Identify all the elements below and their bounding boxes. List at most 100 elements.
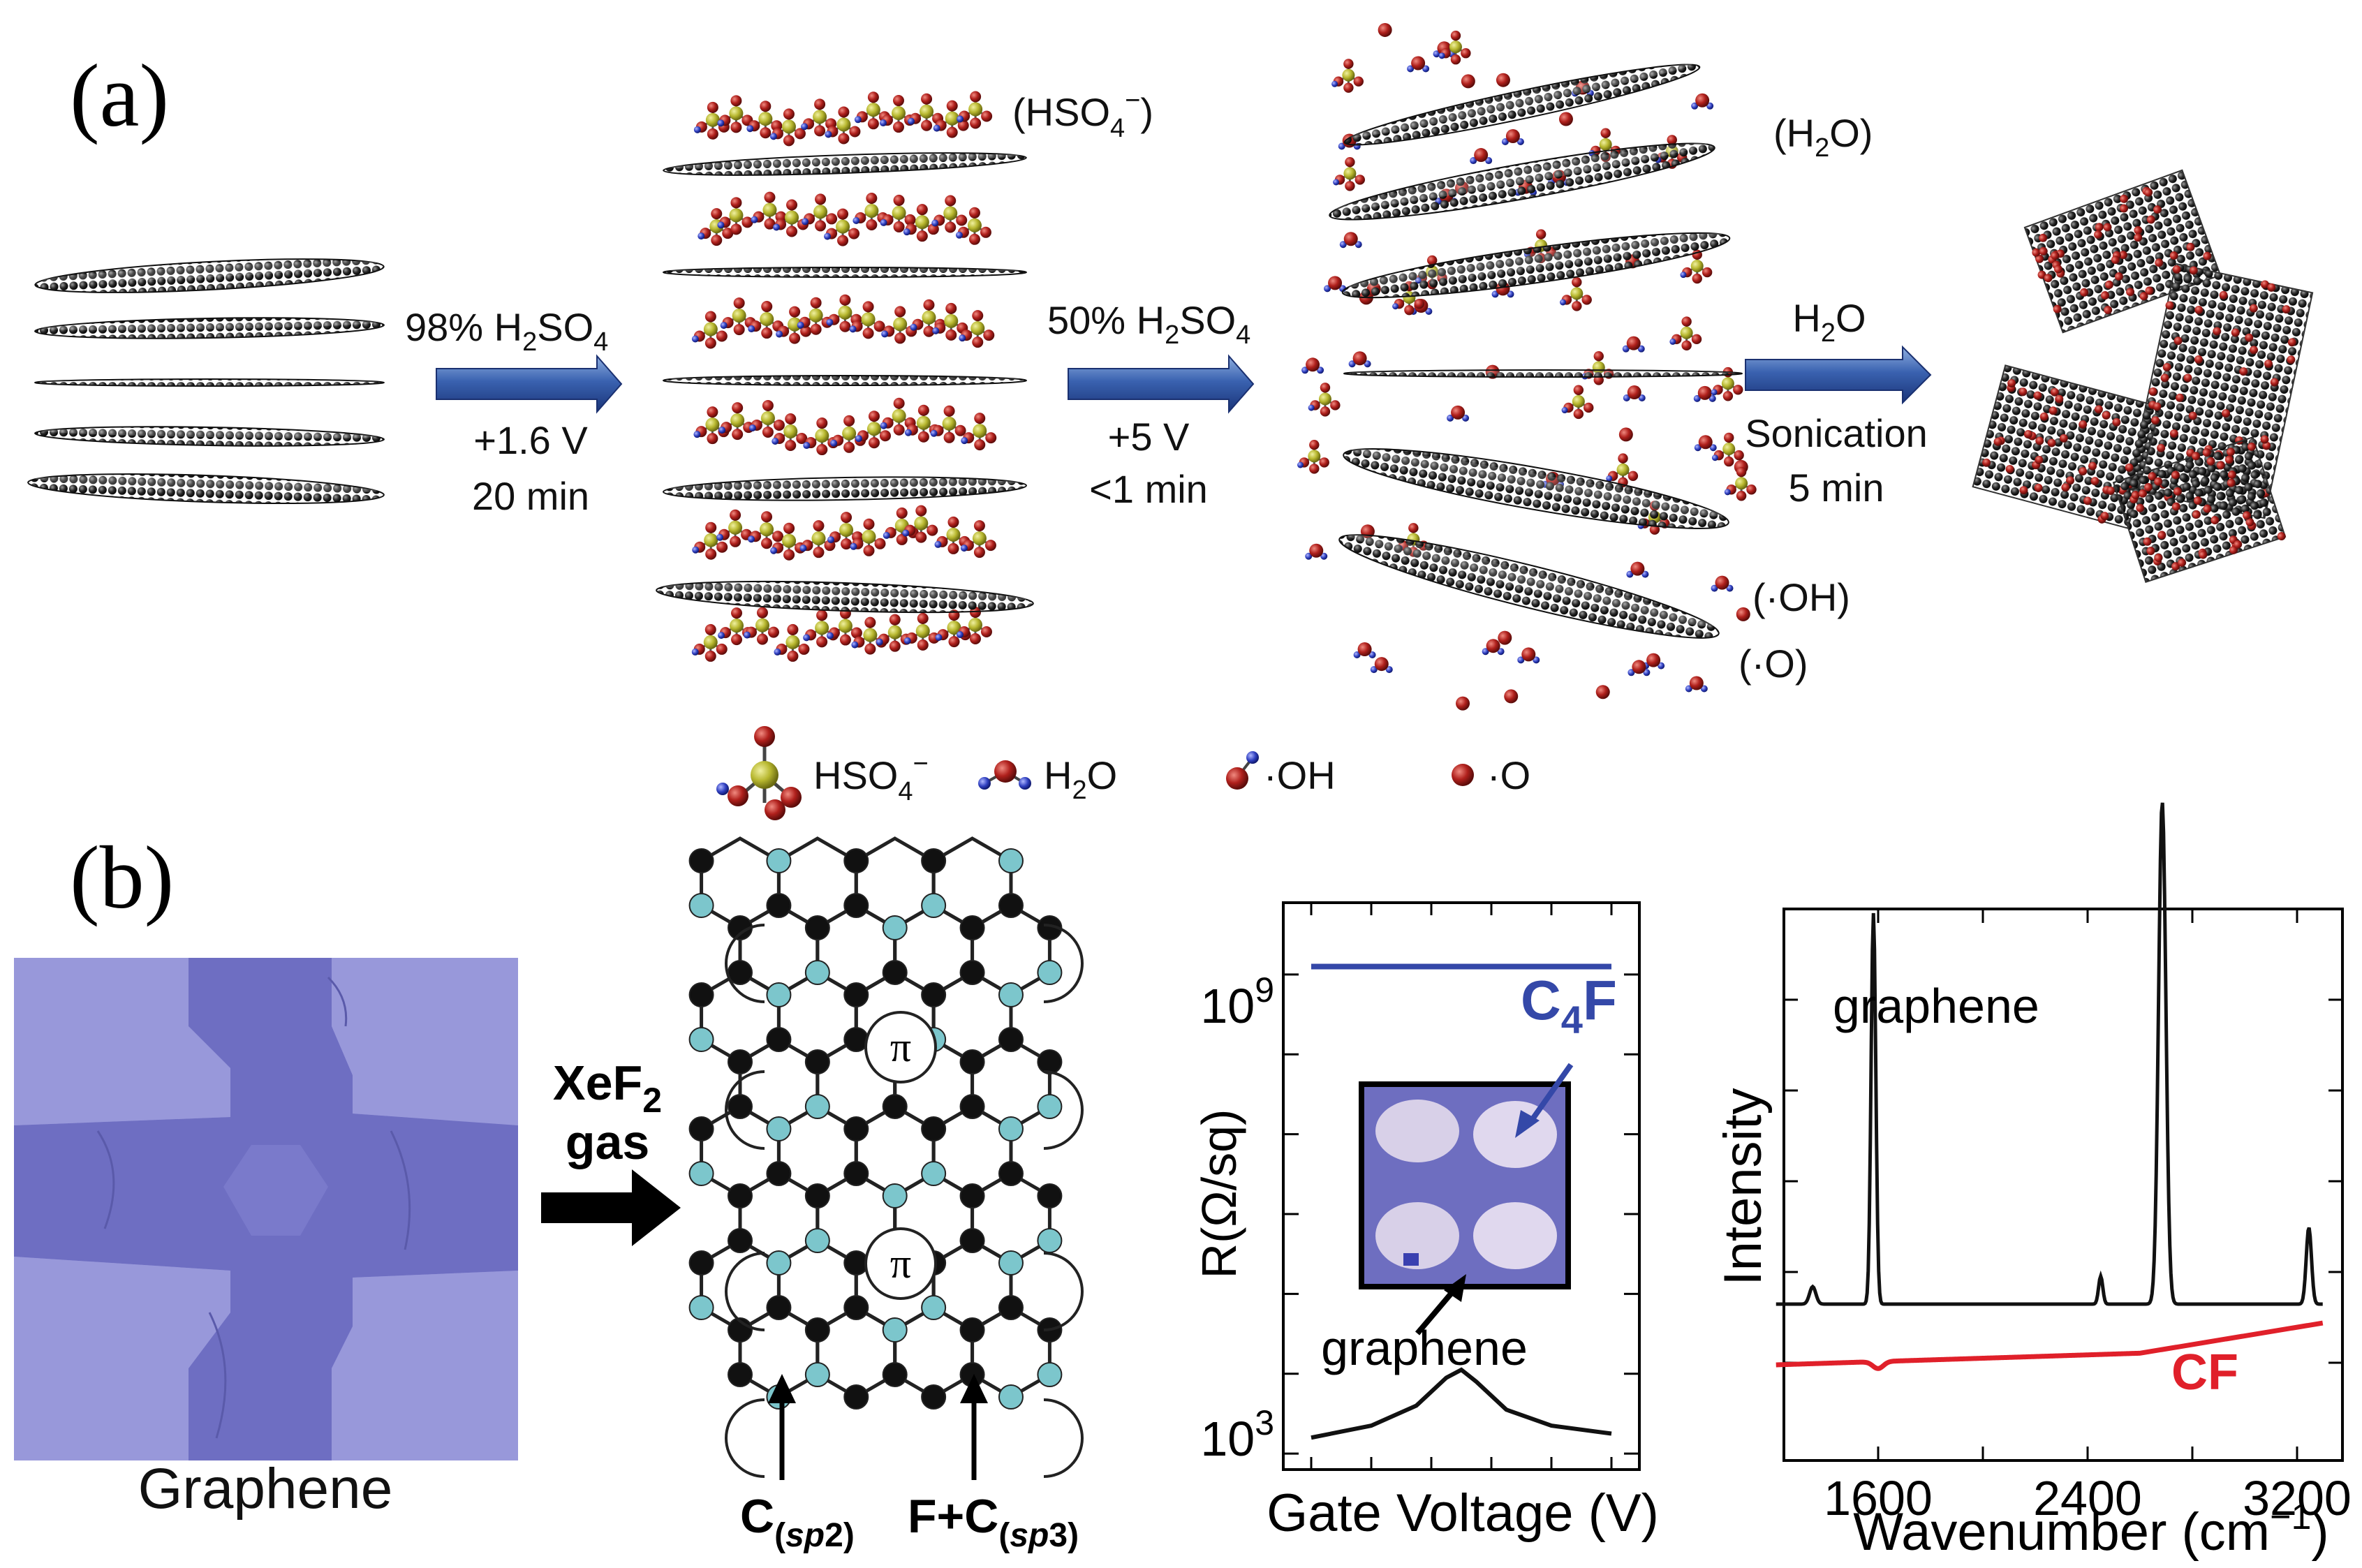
hso4-molecule — [751, 191, 787, 230]
xef2-label: XeF2 gas — [553, 1056, 662, 1169]
oxygen-atom — [1456, 696, 1470, 711]
fluorine-atom — [882, 1317, 908, 1343]
h2o-legend-icon — [978, 760, 1031, 790]
fluorine-atom — [1037, 1362, 1063, 1387]
hso4-molecule — [959, 310, 995, 348]
water-molecule — [1447, 405, 1470, 422]
raman-xlabel: Wavenumber (cm−1) — [1853, 1497, 2328, 1562]
carbon-atom — [959, 1049, 985, 1074]
edge-arc — [1043, 924, 1084, 1003]
carbon-atom — [998, 1027, 1024, 1052]
carbon-atom — [921, 982, 947, 1007]
fluorine-atom — [688, 893, 714, 918]
fluorine-atom — [998, 1250, 1024, 1275]
graphene-sheet — [34, 317, 385, 339]
hso4-molecule — [903, 612, 940, 651]
hso4-molecule — [957, 91, 993, 129]
hexagon — [738, 1171, 820, 1265]
h2o-annotation: (H2O) — [1773, 111, 1873, 163]
hso4-molecule — [772, 413, 808, 451]
fluorine-atom — [766, 982, 792, 1007]
arrow-step-3 — [1745, 345, 1932, 405]
intercalated-stack — [656, 91, 1034, 662]
hso4-molecule — [720, 297, 756, 336]
hso4-molecule — [691, 311, 728, 349]
fluorographene-lattice: ππ — [688, 836, 1084, 1478]
svg-text:XeF2: XeF2 — [553, 1056, 662, 1120]
fluorine-atom — [1037, 1228, 1063, 1253]
svg-text:C(sp2): C(sp2) — [740, 1490, 855, 1554]
carbon-atom — [688, 1116, 714, 1141]
edge-arc — [1043, 1070, 1084, 1150]
hso4-molecule — [1560, 277, 1592, 311]
edge-arc — [1043, 1252, 1084, 1331]
edge-arc — [725, 1398, 765, 1478]
oh-legend-label: ·OH — [1264, 753, 1336, 797]
hso4-molecule — [717, 197, 753, 235]
water-molecule — [1324, 276, 1347, 293]
graphene-sheet — [34, 378, 385, 387]
fluorine-atom — [688, 1295, 714, 1320]
water-molecule — [1691, 93, 1714, 110]
svg-text:50% H2SO4: 50% H2SO4 — [1047, 298, 1250, 350]
water-molecule — [1685, 676, 1708, 693]
resistance-xlabel: Gate Voltage (V) — [1267, 1484, 1659, 1543]
carbon-atom — [1037, 1183, 1063, 1208]
carbon-atom — [804, 1317, 830, 1343]
series-label-graphene: graphene — [1833, 979, 2039, 1033]
hso4-molecule — [852, 192, 889, 230]
series-line-graphene — [1311, 1367, 1612, 1440]
graphene-sheet — [27, 473, 385, 504]
carbon-atom — [998, 893, 1024, 918]
resistance-ticks — [1283, 903, 1639, 1470]
svg-text:(H2O): (H2O) — [1773, 111, 1873, 163]
hso4-molecule — [930, 405, 966, 443]
hso4-molecule — [932, 302, 968, 341]
raman-ticks — [1784, 909, 2342, 1460]
fluorine-atom — [998, 982, 1024, 1007]
graphene-sheet — [1338, 533, 1720, 639]
hso4-molecule — [743, 607, 779, 645]
carbon-atom — [804, 1183, 830, 1208]
oxygen-atom — [1595, 685, 1610, 700]
fluorine-atom — [804, 1362, 830, 1387]
step-2-voltage: +5 V — [1108, 415, 1190, 459]
hso4-molecule — [776, 306, 812, 344]
water-molecule — [1711, 575, 1734, 592]
water-molecule — [1626, 561, 1649, 578]
o-legend-icon — [1452, 764, 1474, 786]
xtick-label: 3200 — [2243, 1471, 2352, 1525]
hso4-molecule — [850, 518, 886, 556]
hso4-molecule — [955, 207, 991, 245]
fluorine-atom — [921, 1161, 947, 1186]
fluorine-atom — [688, 1161, 714, 1186]
hexagon — [815, 903, 897, 997]
hso4-molecule — [748, 511, 784, 549]
hexagon — [700, 1238, 781, 1332]
fluorine-atom — [882, 1183, 908, 1208]
carbon-atom — [688, 848, 714, 873]
svg-text:98% H2SO4: 98% H2SO4 — [405, 305, 608, 357]
step-2-reagent: 50% H2SO4 — [1047, 298, 1250, 350]
hso4-molecule — [826, 607, 862, 646]
panel-a-label: (a) — [70, 46, 169, 145]
hso4-molecule — [773, 199, 809, 237]
hso4-molecule — [717, 95, 753, 133]
hso4-molecule — [1438, 30, 1471, 65]
hexagon — [700, 836, 781, 930]
hso4-molecule — [854, 91, 890, 130]
carbon-atom — [843, 893, 869, 918]
carbon-atom — [882, 1362, 908, 1387]
hexagon — [970, 1306, 1051, 1399]
graphene-sheet — [34, 258, 385, 293]
hso4-molecule — [692, 522, 728, 560]
exfoliated-sheets — [1972, 169, 2314, 584]
carbon-atom — [959, 1317, 985, 1343]
ytick-label: 109 — [1200, 970, 1274, 1033]
xtick-label: 2400 — [2033, 1471, 2142, 1525]
fluorine-atom — [804, 1228, 830, 1253]
hso4-molecule — [903, 204, 939, 242]
graphene-device-image — [14, 958, 518, 1460]
hso4-molecule — [825, 106, 861, 145]
panel-b-label: (b) — [70, 828, 174, 927]
